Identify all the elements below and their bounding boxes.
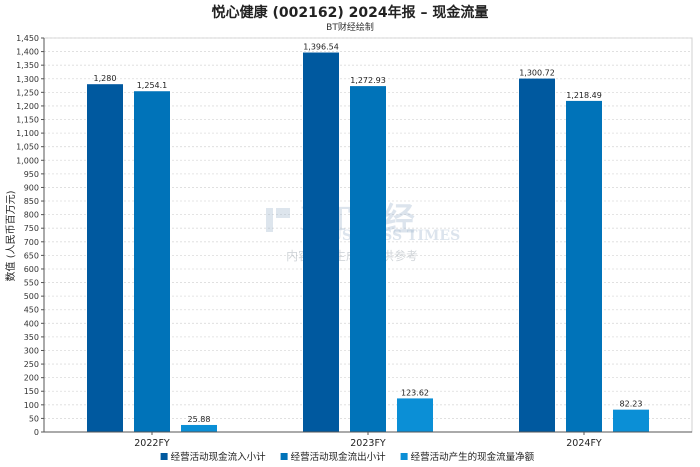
y-tick-label: 1,300 xyxy=(16,75,39,84)
legend-swatch xyxy=(280,453,288,460)
bar xyxy=(303,52,339,433)
y-tick-label: 1,250 xyxy=(16,88,39,97)
bar xyxy=(350,86,386,432)
bar xyxy=(181,424,217,432)
y-tick-label: 1,000 xyxy=(16,156,39,165)
x-tick-label: 2023FY xyxy=(350,438,386,449)
y-tick-label: 750 xyxy=(24,224,39,233)
y-tick-label: 1,200 xyxy=(16,102,39,111)
data-label: 82.23 xyxy=(620,400,643,409)
watermark-brand: BUSINESS TIMES xyxy=(318,228,460,244)
legend: 经营活动现金流入小计 经营活动现金流出小计 经营活动产生的现金流量净额 xyxy=(160,451,535,463)
data-label: 1,218.49 xyxy=(566,91,602,100)
data-label: 1,254.1 xyxy=(137,81,168,90)
bar xyxy=(613,409,649,432)
y-tick-label: 1,050 xyxy=(16,143,39,152)
watermark-logo-bar xyxy=(266,208,273,232)
y-tick-label: 500 xyxy=(24,292,39,301)
y-tick-label: 1,350 xyxy=(16,61,39,70)
bar xyxy=(397,398,433,432)
bar xyxy=(566,100,602,432)
y-tick-label: 300 xyxy=(24,346,39,355)
y-tick-label: 1,150 xyxy=(16,116,39,125)
x-tick-label: 2022FY xyxy=(134,438,170,449)
data-label: 1,396.54 xyxy=(303,43,339,52)
bar xyxy=(134,91,170,432)
legend-label: 经营活动产生的现金流量净额 xyxy=(411,451,535,463)
data-label: 1,272.93 xyxy=(350,76,386,85)
y-tick-label: 450 xyxy=(24,306,39,315)
y-tick-label: 200 xyxy=(24,374,39,383)
bar xyxy=(87,84,123,432)
legend-swatch xyxy=(400,453,408,460)
bars xyxy=(87,52,649,433)
x-tick-label: 2024FY xyxy=(566,438,602,449)
bar xyxy=(519,78,555,432)
chart-subtitle: BT财经绘制 xyxy=(326,21,374,33)
y-tick-label: 950 xyxy=(24,170,39,179)
y-tick-label: 600 xyxy=(24,265,39,274)
y-tick-label: 550 xyxy=(24,279,39,288)
legend-label: 经营活动现金流出小计 xyxy=(291,451,387,463)
y-tick-label: 1,100 xyxy=(16,129,39,138)
data-label: 123.62 xyxy=(401,388,429,397)
y-tick-label: 650 xyxy=(24,251,39,260)
y-tick-label: 250 xyxy=(24,360,39,369)
y-tick-label: 350 xyxy=(24,333,39,342)
y-tick-label: 0 xyxy=(34,428,39,437)
data-label: 25.88 xyxy=(188,415,211,424)
y-tick-label: 100 xyxy=(24,401,39,410)
y-tick-label: 50 xyxy=(29,414,39,423)
legend-label: 经营活动现金流入小计 xyxy=(171,451,267,463)
watermark-logo-block xyxy=(276,208,290,218)
data-label: 1,280 xyxy=(94,74,117,83)
chart-title: 悦心健康 (002162) 2024年报 – 现金流量 xyxy=(212,4,489,21)
y-tick-label: 900 xyxy=(24,183,39,192)
data-label: 1,300.72 xyxy=(519,69,555,78)
data-labels: 1,280 1,254.1 25.88 1,396.54 1,272.93 123.62 1… xyxy=(94,43,643,424)
axes: 0 50 100 150 200 250 300 350 400 450 500 550 600 650 7… xyxy=(16,34,692,449)
y-tick-label: 1,450 xyxy=(16,34,39,43)
y-tick-label: 700 xyxy=(24,238,39,247)
legend-swatch xyxy=(160,453,168,460)
y-tick-label: 800 xyxy=(24,211,39,220)
y-tick-label: 850 xyxy=(24,197,39,206)
y-axis-label: 数值 (人民币百万元) xyxy=(4,190,17,281)
y-tick-label: 400 xyxy=(24,319,39,328)
y-tick-label: 150 xyxy=(24,387,39,396)
y-tick-label: 1,400 xyxy=(16,48,39,57)
